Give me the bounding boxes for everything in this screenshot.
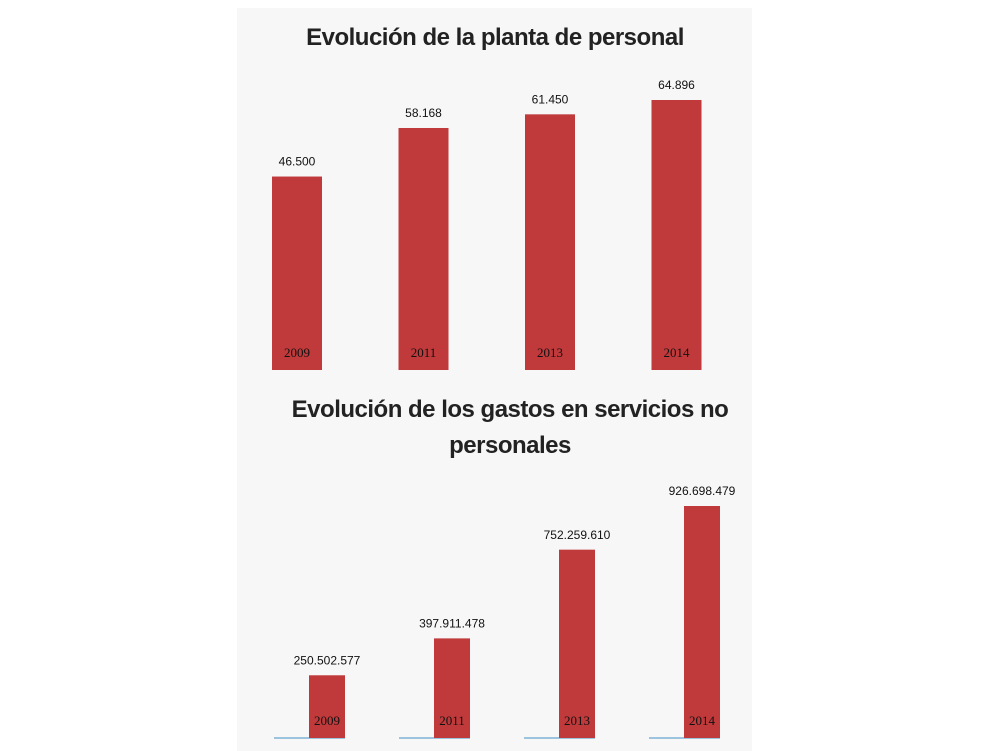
category-label: 2013 [537,345,563,360]
value-label: 926.698.479 [669,484,736,498]
bar [434,638,470,738]
chart-title: Evolución de la planta de personal [306,24,684,51]
bar [525,114,575,370]
category-label: 2013 [564,713,590,728]
category-label: 2014 [664,345,691,360]
category-label: 2011 [411,345,437,360]
value-label: 58.168 [405,106,442,120]
category-label: 2014 [689,713,716,728]
value-label: 61.450 [532,93,569,107]
bar [272,176,322,370]
bar [309,675,345,738]
value-label: 46.500 [279,155,316,169]
category-label: 2011 [439,713,465,728]
chart-title: Evolución de los gastos en servicios no … [291,396,729,459]
bar [559,549,595,738]
category-label: 2009 [314,713,340,728]
bar [684,506,720,738]
bar [651,100,702,370]
value-label: 397.911.478 [419,617,485,631]
category-label: 2009 [284,345,310,360]
value-label: 250.502.577 [294,653,361,667]
value-label: 752.259.610 [544,528,611,542]
bar [398,127,449,370]
value-label: 64.896 [658,78,695,92]
